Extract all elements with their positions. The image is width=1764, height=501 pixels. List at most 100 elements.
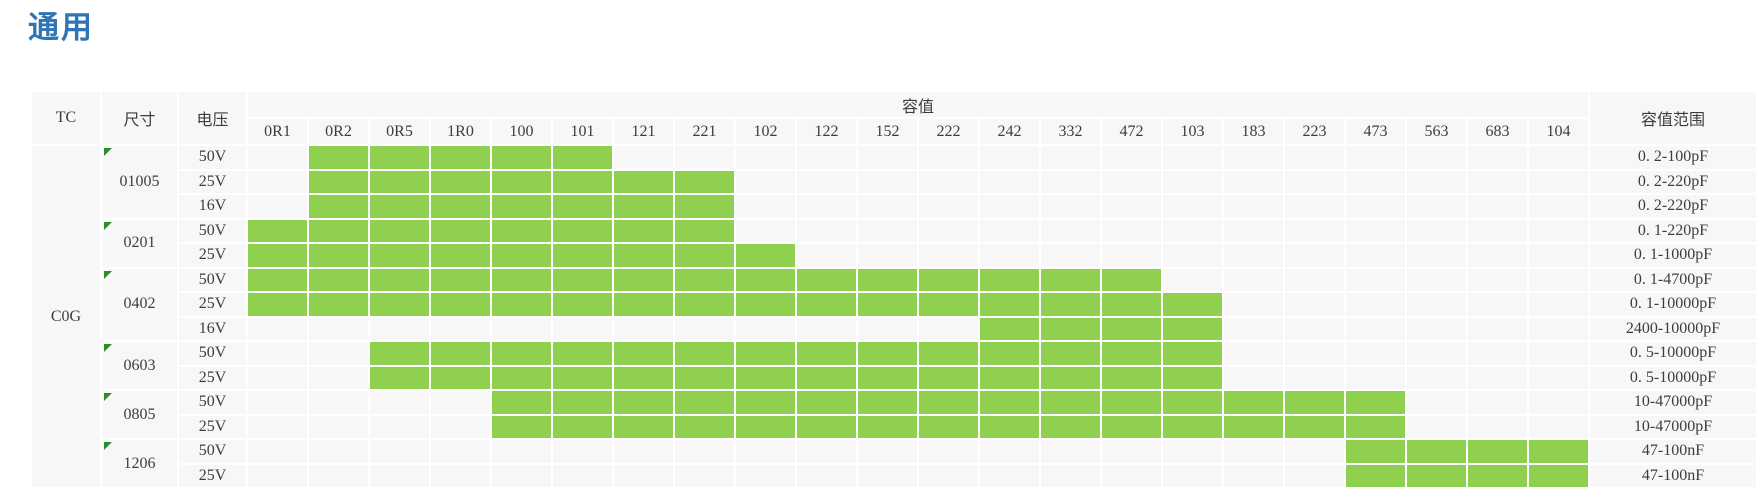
capacity-cell-empty bbox=[1405, 217, 1468, 244]
capacity-cell-available bbox=[490, 291, 553, 318]
capacitance-code-header-152: 152 bbox=[856, 117, 919, 146]
capacity-cell-empty bbox=[1344, 144, 1407, 171]
capacity-cell-available bbox=[734, 389, 797, 416]
capacity-cell-empty bbox=[1039, 144, 1102, 171]
capacity-cell-empty bbox=[795, 438, 858, 465]
capacity-cell-available bbox=[1161, 389, 1224, 416]
capacitance-code-header-221: 221 bbox=[673, 117, 736, 146]
capacity-cell-empty bbox=[856, 168, 919, 195]
capacity-cell-empty bbox=[1527, 340, 1590, 367]
capacity-cell-available bbox=[795, 291, 858, 318]
range-cell: 0. 5-10000pF bbox=[1588, 340, 1758, 367]
capacity-cell-available bbox=[1344, 413, 1407, 440]
range-cell: 0. 2-100pF bbox=[1588, 144, 1758, 171]
capacity-cell-empty bbox=[1466, 144, 1529, 171]
capacity-cell-empty bbox=[1527, 144, 1590, 171]
capacity-cell-available bbox=[978, 340, 1041, 367]
capacity-cell-available bbox=[368, 144, 431, 171]
size-cell-01005[interactable]: 01005 bbox=[100, 144, 179, 220]
capacity-cell-available bbox=[795, 340, 858, 367]
capacity-cell-available bbox=[612, 291, 675, 318]
capacity-cell-available bbox=[429, 340, 492, 367]
capacity-cell-empty bbox=[1161, 144, 1224, 171]
capacity-cell-available bbox=[1039, 315, 1102, 342]
capacity-cell-available bbox=[734, 242, 797, 269]
capacity-cell-empty bbox=[368, 438, 431, 465]
table-row-0805-25V: 25V 10-47000pF bbox=[31, 413, 1758, 440]
capacity-cell-empty bbox=[1100, 462, 1163, 489]
capacity-cell-available bbox=[612, 389, 675, 416]
capacity-cell-empty bbox=[1466, 364, 1529, 391]
capacity-cell-available bbox=[490, 242, 553, 269]
capacity-cell-available bbox=[734, 266, 797, 293]
capacity-cell-available bbox=[1344, 389, 1407, 416]
capacity-cell-empty bbox=[1283, 266, 1346, 293]
capacitance-code-header-683: 683 bbox=[1466, 117, 1529, 146]
table-row-1206-25V: 25V 47-100nF bbox=[31, 462, 1758, 489]
capacity-cell-empty bbox=[490, 315, 553, 342]
capacity-cell-empty bbox=[1039, 462, 1102, 489]
capacity-cell-empty bbox=[1283, 364, 1346, 391]
capacity-cell-empty bbox=[1283, 217, 1346, 244]
capacity-cell-empty bbox=[429, 462, 492, 489]
capacity-cell-available bbox=[917, 291, 980, 318]
capacity-cell-empty bbox=[1100, 193, 1163, 220]
capacity-cell-empty bbox=[1222, 144, 1285, 171]
capacity-cell-empty bbox=[1405, 413, 1468, 440]
capacitance-code-header-121: 121 bbox=[612, 117, 675, 146]
capacity-cell-available bbox=[856, 291, 919, 318]
range-cell: 2400-10000pF bbox=[1588, 315, 1758, 342]
voltage-cell: 25V bbox=[177, 291, 248, 318]
comment-marker-icon bbox=[104, 344, 112, 352]
capacity-cell-empty bbox=[246, 389, 309, 416]
capacity-cell-empty bbox=[368, 413, 431, 440]
capacity-cell-empty bbox=[1283, 315, 1346, 342]
capacity-cell-available bbox=[551, 168, 614, 195]
capacity-cell-empty bbox=[1283, 438, 1346, 465]
capacity-cell-available bbox=[673, 266, 736, 293]
size-cell-0402[interactable]: 0402 bbox=[100, 266, 179, 342]
capacity-cell-empty bbox=[1222, 217, 1285, 244]
capacity-cell-empty bbox=[1100, 168, 1163, 195]
capacity-cell-available bbox=[673, 413, 736, 440]
capacity-cell-available bbox=[368, 291, 431, 318]
size-column-header: 尺寸 bbox=[100, 90, 179, 146]
table-row-0201-25V: 25V 0. 1-1000pF bbox=[31, 242, 1758, 269]
size-cell-0201[interactable]: 0201 bbox=[100, 217, 179, 269]
table-row-1206-50V: 1206 50V 47-100nF bbox=[31, 438, 1758, 489]
capacity-cell-available bbox=[612, 413, 675, 440]
capacity-cell-empty bbox=[1527, 193, 1590, 220]
capacity-cell-available bbox=[490, 364, 553, 391]
capacity-cell-empty bbox=[917, 193, 980, 220]
capacity-cell-available bbox=[490, 389, 553, 416]
range-cell: 0. 1-10000pF bbox=[1588, 291, 1758, 318]
size-cell-0805[interactable]: 0805 bbox=[100, 389, 179, 440]
size-cell-1206[interactable]: 1206 bbox=[100, 438, 179, 489]
capacity-cell-available bbox=[551, 291, 614, 318]
capacity-cell-available bbox=[856, 413, 919, 440]
capacity-cell-empty bbox=[1283, 340, 1346, 367]
capacity-cell-available bbox=[490, 144, 553, 171]
capacity-cell-available bbox=[307, 168, 370, 195]
capacity-cell-empty bbox=[246, 168, 309, 195]
capacity-cell-empty bbox=[1344, 315, 1407, 342]
capacity-cell-available bbox=[1466, 462, 1529, 489]
capacitance-code-header-183: 183 bbox=[1222, 117, 1285, 146]
capacity-cell-empty bbox=[1039, 242, 1102, 269]
capacity-cell-empty bbox=[1466, 168, 1529, 195]
comment-marker-icon bbox=[104, 221, 112, 230]
capacity-cell-empty bbox=[1039, 193, 1102, 220]
capacity-cell-empty bbox=[917, 217, 980, 244]
capacity-cell-empty bbox=[1527, 168, 1590, 195]
capacity-cell-empty bbox=[1405, 266, 1468, 293]
voltage-cell: 16V bbox=[177, 315, 248, 342]
capacity-cell-empty bbox=[1222, 242, 1285, 269]
capacitance-code-header-222: 222 bbox=[917, 117, 980, 146]
range-cell: 0. 1-1000pF bbox=[1588, 242, 1758, 269]
table-body: C0G 01005 50V 0. 2-100pF 25V 0. 2-220pF 16V 0. … bbox=[30, 144, 1758, 489]
table-row-01005-16V: 16V 0. 2-220pF bbox=[31, 193, 1758, 220]
voltage-cell: 16V bbox=[177, 193, 248, 220]
capacity-cell-available bbox=[917, 266, 980, 293]
capacity-cell-available bbox=[1039, 266, 1102, 293]
size-cell-0603[interactable]: 0603 bbox=[100, 340, 179, 391]
